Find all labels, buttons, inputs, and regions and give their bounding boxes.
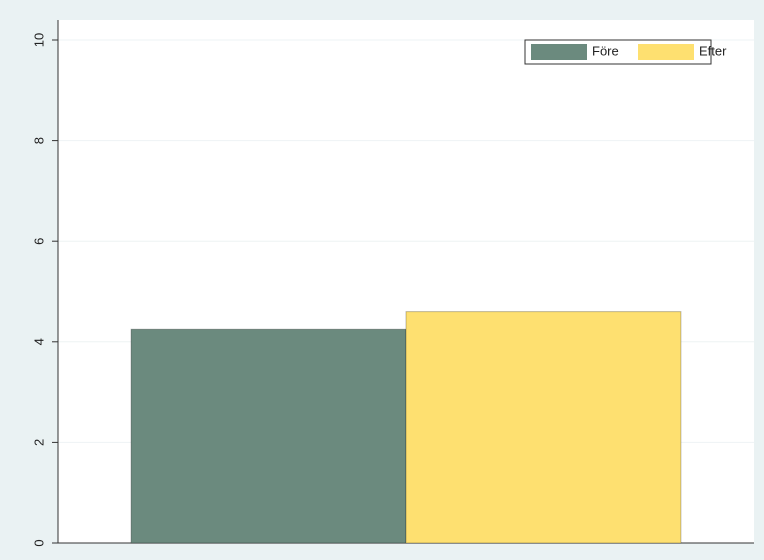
y-tick-label: 8 — [31, 137, 46, 144]
bar — [130, 328, 407, 544]
y-tick-label: 4 — [31, 338, 46, 345]
y-tick-label: 6 — [31, 238, 46, 245]
legend-swatch — [638, 44, 694, 60]
legend-swatch — [531, 44, 587, 60]
y-tick-label: 2 — [31, 439, 46, 446]
legend-label: Efter — [699, 43, 727, 58]
legend-label: Före — [592, 43, 619, 58]
bar — [405, 311, 682, 544]
y-tick-label: 0 — [31, 539, 46, 546]
y-tick-label: 10 — [31, 33, 46, 47]
